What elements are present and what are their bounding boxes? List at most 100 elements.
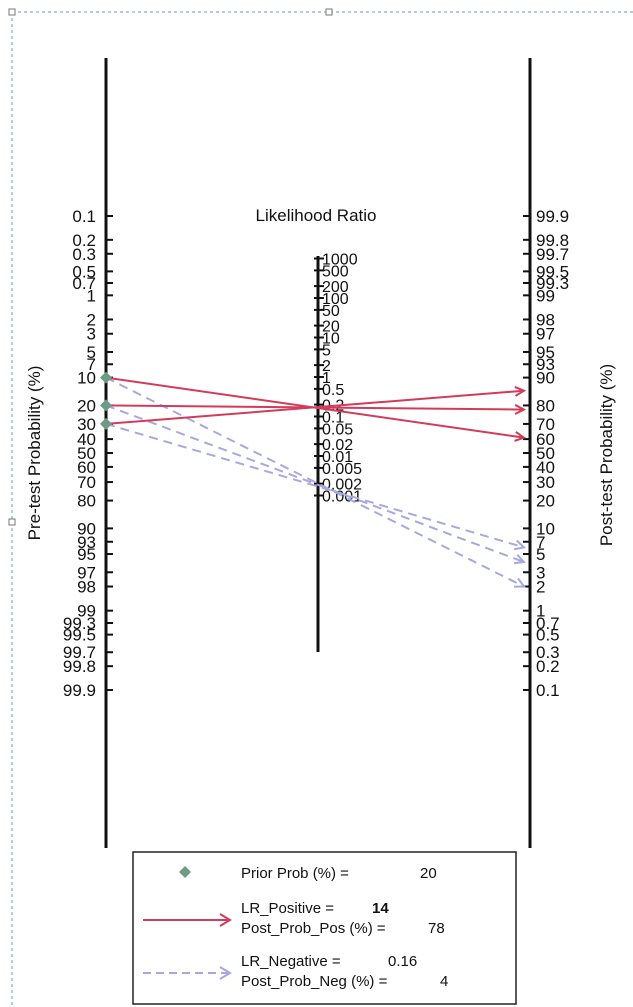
positive-lr-line-arrowhead [514, 385, 527, 397]
left-tick-label: 80 [77, 492, 96, 511]
legend-positive-arrow [219, 913, 232, 927]
middle-tick-label: 500 [322, 263, 349, 280]
legend-prior-value: 20 [420, 865, 437, 882]
right-tick-label: 0.3 [536, 643, 560, 662]
left-tick-label: 97 [77, 563, 96, 582]
left-tick-label: 0.7 [72, 274, 96, 293]
left-tick-label: 60 [77, 458, 96, 477]
right-tick-label: 10 [536, 519, 555, 538]
left-tick-label: 90 [77, 519, 96, 538]
positive-lr-line-arrowhead [514, 431, 527, 442]
right-tick-label: 98 [536, 310, 555, 329]
middle-tick-label: 0.01 [322, 449, 353, 466]
prior-marker [100, 371, 112, 384]
middle-tick-label: 0.1 [322, 410, 344, 427]
left-tick-label: 0.3 [72, 245, 96, 264]
positive-lr-line [105, 389, 525, 425]
right-tick-label: 0.5 [536, 626, 560, 645]
legend-negative-arrow [219, 966, 232, 980]
right-tick-label: 90 [536, 369, 555, 388]
middle-tick-label: 1000 [322, 251, 358, 268]
positive-lr-lines [105, 376, 527, 442]
middle-tick-label: 10 [322, 330, 340, 347]
right-tick-label: 97 [536, 325, 555, 344]
left-tick-label: 99 [77, 602, 96, 621]
right-tick-label: 80 [536, 396, 555, 415]
middle-tick-label: 200 [322, 279, 349, 296]
middle-tick-label: 2 [322, 358, 331, 375]
right-tick-label: 99.8 [536, 231, 569, 250]
right-tick-label: 3 [536, 563, 545, 582]
selection-handle[interactable] [8, 518, 16, 526]
left-tick-label: 98 [77, 578, 96, 597]
legend-post-neg-value: 4 [440, 973, 448, 990]
selection-handle[interactable] [325, 8, 333, 16]
right-tick-label: 99.5 [536, 262, 569, 281]
right-tick-label: 70 [536, 415, 555, 434]
middle-tick-label: 0.02 [322, 437, 353, 454]
negative-lr-line-arrowhead [513, 539, 527, 551]
right-tick-label: 7 [536, 533, 545, 552]
legend: Prior Prob (%) = 20 LR_Positive = 14 Pos… [132, 851, 517, 1005]
right-tick-label: 0.2 [536, 657, 560, 676]
right-tick-label: 50 [536, 444, 555, 463]
middle-tick-label: 50 [322, 303, 340, 320]
left-tick-label: 3 [87, 325, 96, 344]
prior-markers [100, 371, 112, 430]
middle-axis-ticks: 10005002001005020105210.50.20.10.050.020… [314, 251, 362, 506]
left-tick-label: 93 [77, 533, 96, 552]
positive-lr-line-arrowhead [514, 404, 527, 415]
left-tick-label: 20 [77, 396, 96, 415]
left-tick-label: 7 [87, 355, 96, 374]
left-axis-title: Pre-test Probability (%) [25, 366, 44, 541]
middle-tick-label: 0.005 [322, 461, 362, 478]
right-tick-label: 0.1 [536, 681, 560, 700]
right-tick-label: 93 [536, 355, 555, 374]
right-axis-ticks: 99.999.899.799.599.399989795939080706050… [523, 207, 569, 700]
left-tick-label: 99.9 [63, 681, 96, 700]
legend-lr-neg-label: LR_Negative = [241, 953, 341, 970]
selection-handle[interactable] [8, 8, 16, 16]
left-tick-label: 99.7 [63, 643, 96, 662]
legend-lr-pos-label: LR_Positive = [241, 900, 334, 917]
left-tick-label: 5 [87, 343, 96, 362]
left-tick-label: 1 [87, 286, 96, 305]
legend-box [132, 851, 517, 1005]
right-tick-label: 1 [536, 602, 545, 621]
middle-tick-label: 100 [322, 291, 349, 308]
middle-tick-label: 20 [322, 319, 340, 336]
left-tick-label: 99.5 [63, 626, 96, 645]
left-tick-label: 30 [77, 415, 96, 434]
left-tick-label: 0.5 [72, 262, 96, 281]
right-tick-label: 99.7 [536, 245, 569, 264]
right-axis-title: Post-test Probability (%) [597, 364, 616, 546]
left-tick-label: 99.8 [63, 657, 96, 676]
right-tick-label: 99.3 [536, 274, 569, 293]
left-tick-label: 0.2 [72, 231, 96, 250]
right-tick-label: 20 [536, 492, 555, 511]
prior-marker [100, 399, 112, 412]
selection-frame [8, 8, 633, 1007]
negative-lr-lines [105, 376, 527, 588]
left-tick-label: 99.3 [63, 614, 96, 633]
middle-tick-label: 0.05 [322, 421, 353, 438]
left-tick-label: 70 [77, 473, 96, 492]
right-tick-label: 5 [536, 545, 545, 564]
negative-lr-line-arrowhead [513, 577, 526, 588]
legend-lr-pos-value: 14 [372, 900, 389, 917]
right-tick-label: 95 [536, 343, 555, 362]
right-tick-label: 0.7 [536, 614, 560, 633]
legend-post-pos-value: 78 [428, 920, 445, 937]
left-tick-label: 0.1 [72, 207, 96, 226]
legend-lr-neg-value: 0.16 [388, 953, 417, 970]
right-tick-label: 2 [536, 578, 545, 597]
right-tick-label: 60 [536, 430, 555, 449]
negative-lr-line [105, 422, 525, 549]
negative-lr-line [105, 376, 525, 588]
right-tick-label: 40 [536, 458, 555, 477]
right-tick-label: 30 [536, 473, 555, 492]
left-tick-label: 10 [77, 369, 96, 388]
left-tick-label: 95 [77, 545, 96, 564]
